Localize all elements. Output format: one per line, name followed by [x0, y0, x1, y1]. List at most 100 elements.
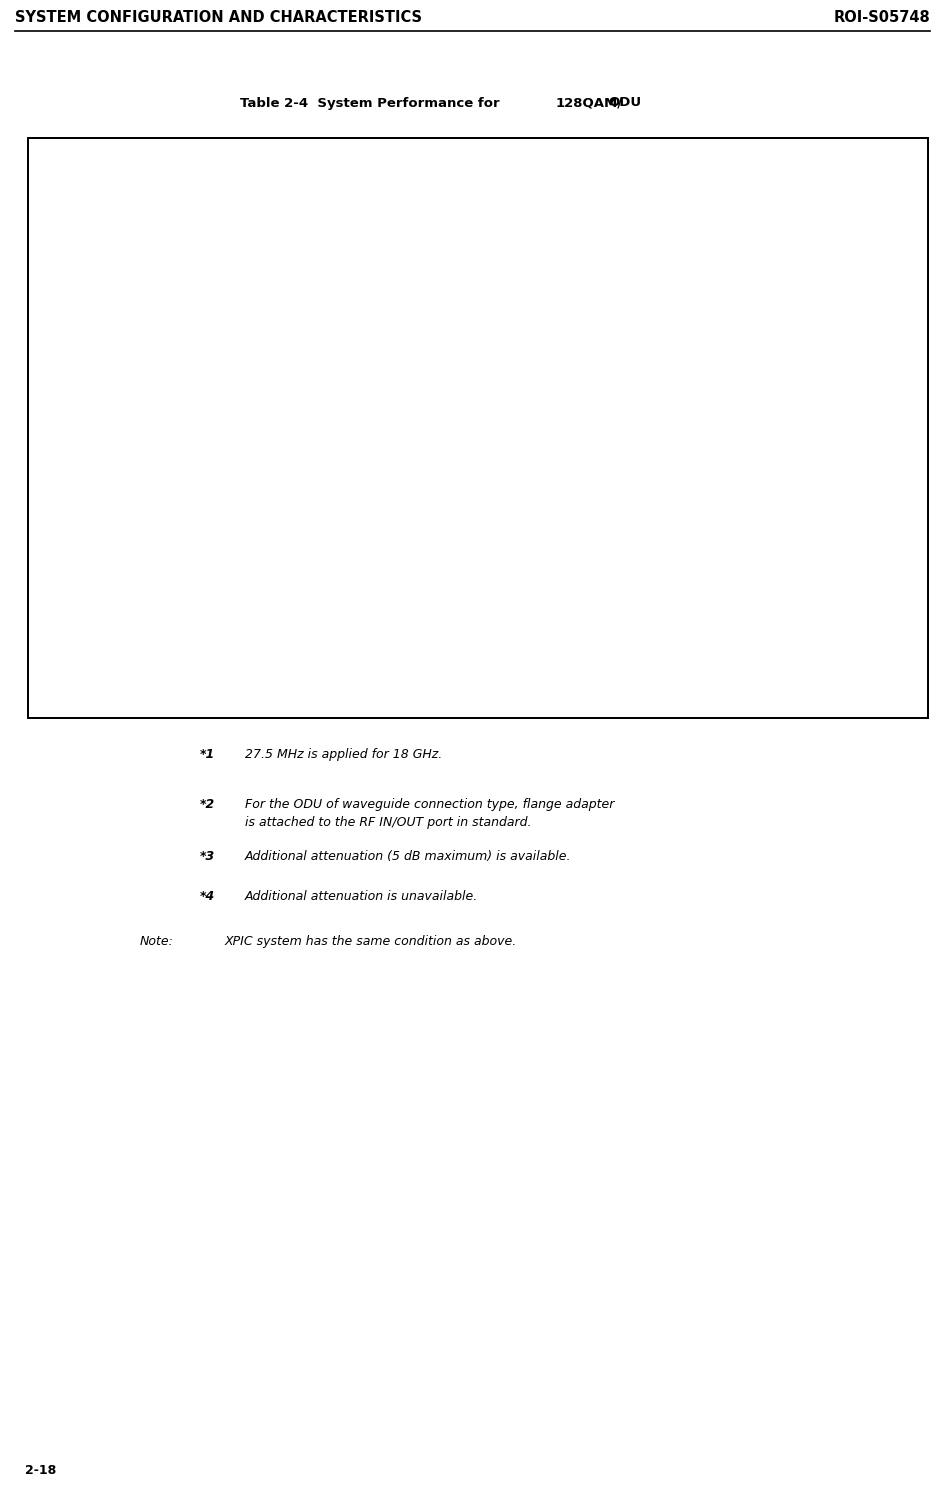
Text: ±1.0 dB: ±1.0 dB: [856, 375, 898, 385]
Bar: [235, 137, 295, 175]
Bar: [176, 361, 590, 399]
Text: Maximum Input Level: Maximum Input Level: [33, 670, 145, 681]
Bar: [590, 484, 649, 529]
Text: 27.5-
29.5: 27.5- 29.5: [666, 185, 692, 208]
Text: mount: mount: [112, 284, 145, 293]
Text: –: –: [874, 231, 880, 240]
Text: 24.25-
27.5: 24.25- 27.5: [604, 185, 636, 208]
Text: 32: 32: [731, 151, 746, 161]
Bar: [767, 137, 827, 175]
Text: +19: +19: [549, 331, 572, 340]
Bar: [413, 137, 472, 175]
Text: (dBm),  (Measured at ODU input port) at BER = 10: (dBm), (Measured at ODU input port) at B…: [352, 464, 615, 475]
Text: 6: 6: [201, 151, 210, 161]
Text: 84: 84: [732, 608, 745, 617]
Bar: [531, 590, 590, 635]
Bar: [590, 361, 827, 399]
Text: *1: *1: [200, 748, 215, 761]
Bar: [28, 529, 176, 555]
Text: N type
or
PDR 84: N type or PDR 84: [247, 267, 282, 297]
Text: –: –: [874, 408, 880, 418]
Bar: [709, 175, 767, 218]
Bar: [590, 137, 649, 175]
Bar: [28, 590, 176, 635]
Bar: [531, 484, 590, 529]
Text: 6-26G:±1.5 dB: 6-26G:±1.5 dB: [831, 327, 902, 336]
Text: 5.925-
7.11: 5.925- 7.11: [189, 185, 222, 208]
Bar: [827, 399, 927, 428]
Bar: [413, 254, 472, 311]
Bar: [827, 428, 927, 455]
Text: Above value +1.5 dB: Above value +1.5 dB: [447, 643, 556, 652]
Bar: [28, 137, 176, 175]
Bar: [295, 137, 353, 175]
Bar: [176, 555, 827, 590]
Text: −6: −6: [176, 572, 187, 581]
Text: −69: −69: [431, 502, 453, 511]
Bar: [176, 137, 235, 175]
Bar: [176, 661, 827, 690]
Text: 23: 23: [553, 151, 568, 161]
Bar: [827, 690, 927, 718]
Text: +14.5: +14.5: [782, 331, 814, 340]
Text: 81.5: 81.5: [786, 608, 809, 617]
Text: PBR
140: PBR 140: [433, 272, 451, 291]
Text: (dB),  (Measured at ODU input port) at BER = 10: (dB), (Measured at ODU input port) at BE…: [358, 567, 610, 578]
Text: 94.5: 94.5: [224, 608, 246, 617]
Text: 28: 28: [671, 151, 687, 161]
Bar: [767, 590, 827, 635]
Text: 37.0-
40.0: 37.0- 40.0: [784, 185, 810, 208]
Text: ROI-S05748: ROI-S05748: [833, 10, 929, 25]
Text: ±10 ppm: ±10 ppm: [853, 437, 902, 446]
Text: PBR
260: PBR 260: [611, 272, 630, 291]
Text: N/A: N/A: [196, 231, 214, 240]
Bar: [827, 635, 927, 661]
Bar: [472, 254, 531, 311]
Bar: [176, 529, 827, 555]
Bar: [28, 555, 176, 590]
Text: −67: −67: [727, 502, 750, 511]
Bar: [176, 484, 295, 529]
Text: Range [GHz]: Range [GHz]: [33, 191, 98, 202]
Text: BER = 10: BER = 10: [33, 537, 82, 546]
Text: 10.15-
11.7: 10.15- 11.7: [308, 185, 340, 208]
Text: Additional attenuation is unavailable.: Additional attenuation is unavailable.: [244, 890, 478, 903]
Text: PBR
220: PBR 220: [492, 272, 511, 291]
Bar: [413, 311, 472, 361]
Text: 28 (27.5): 28 (27.5): [33, 508, 78, 518]
Text: −3: −3: [606, 667, 619, 676]
Text: Channel Separation  (CS)=: Channel Separation (CS)=: [33, 494, 167, 505]
Bar: [28, 399, 176, 428]
Text: 128QAM/: 128QAM/: [555, 97, 622, 109]
Bar: [649, 137, 709, 175]
Bar: [28, 137, 927, 718]
Text: 0 to 20 dB: 0 to 20 dB: [674, 375, 728, 385]
Bar: [353, 590, 413, 635]
Text: 7.12-
8.5: 7.12- 8.5: [252, 185, 278, 208]
Text: 13: 13: [376, 151, 391, 161]
Bar: [531, 254, 590, 311]
Text: –: –: [874, 278, 880, 287]
Text: PBR
320: PBR 320: [669, 272, 688, 291]
Text: −6: −6: [629, 461, 642, 470]
Bar: [767, 311, 827, 361]
Text: +21: +21: [372, 331, 394, 340]
Text: PBR
320: PBR 320: [729, 272, 748, 291]
Text: Output Power, nominal: Output Power, nominal: [33, 322, 147, 333]
Text: −69: −69: [491, 502, 513, 511]
Bar: [827, 137, 927, 175]
Text: is attached to the RF IN/OUT port in standard.: is attached to the RF IN/OUT port in sta…: [244, 817, 531, 829]
Text: –: –: [874, 699, 880, 709]
Text: 12.75-
13.25: 12.75- 13.25: [367, 185, 399, 208]
Text: 86.5: 86.5: [608, 608, 632, 617]
Bar: [472, 311, 531, 361]
Text: variable): variable): [33, 382, 77, 393]
Text: N type
or
PDR 70: N type or PDR 70: [188, 267, 223, 297]
Text: 28 (27.5): 28 (27.5): [33, 614, 78, 624]
Bar: [28, 635, 176, 661]
Text: −3: −3: [73, 533, 86, 542]
Text: 21.3-
23.6: 21.3- 23.6: [548, 185, 574, 208]
Bar: [28, 455, 176, 484]
Text: Note:: Note:: [140, 935, 174, 948]
Bar: [709, 137, 767, 175]
